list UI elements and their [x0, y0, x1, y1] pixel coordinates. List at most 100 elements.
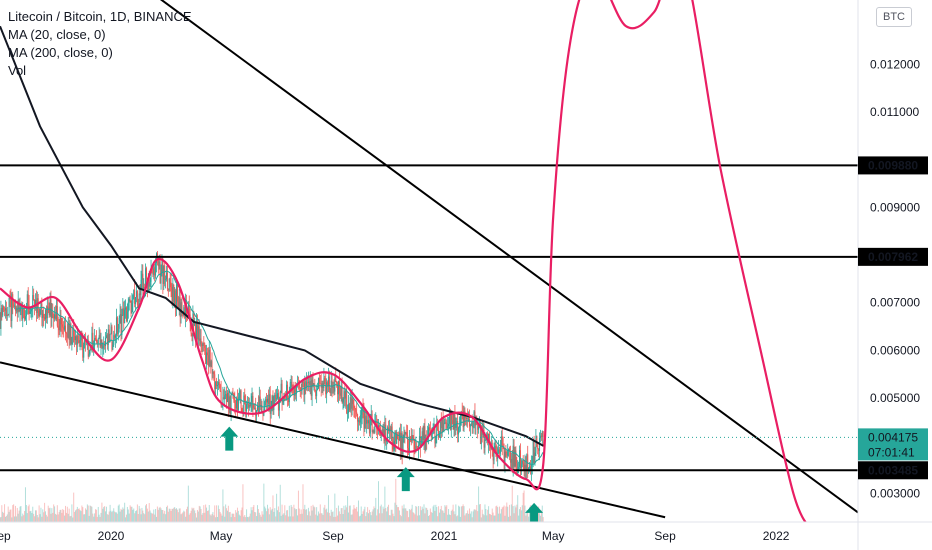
- volume-bar: [12, 505, 14, 522]
- volume-bar: [276, 493, 278, 522]
- volume-bar: [119, 511, 121, 522]
- volume-bar: [199, 506, 201, 522]
- volume-bar: [41, 516, 43, 522]
- ma20-legend[interactable]: MA (20, close, 0): [8, 27, 106, 42]
- candle-body: [147, 279, 149, 292]
- candle-body: [14, 305, 16, 311]
- candle-body: [131, 303, 133, 314]
- volume-bar: [286, 510, 288, 522]
- candle-body: [475, 420, 477, 426]
- candle-body: [256, 405, 258, 411]
- candle-body: [232, 392, 234, 394]
- candle-body: [279, 392, 281, 398]
- candle-body: [529, 466, 531, 468]
- candle-body: [408, 436, 410, 452]
- volume-bar: [538, 506, 540, 522]
- volume-bar: [156, 506, 158, 522]
- volume-bar: [524, 505, 526, 522]
- volume-bar: [166, 505, 168, 522]
- candle-body: [200, 338, 202, 345]
- candle-body: [367, 419, 369, 424]
- candle-body: [216, 381, 218, 387]
- candle-body: [258, 396, 260, 414]
- candle-body: [524, 464, 526, 471]
- candle-body: [339, 393, 341, 396]
- volume-bar: [122, 507, 124, 522]
- volume-bar: [37, 517, 39, 522]
- candle-body: [95, 339, 97, 342]
- volume-bar: [416, 506, 418, 522]
- candle-body: [364, 415, 366, 429]
- candle-body: [88, 353, 90, 357]
- volume-bar: [105, 511, 107, 522]
- volume-bar: [489, 513, 491, 522]
- volume-bar: [65, 505, 67, 522]
- candle-body: [17, 299, 19, 313]
- volume-bar: [143, 513, 145, 522]
- candle-body: [267, 398, 269, 405]
- candle-body: [255, 407, 257, 416]
- volume-bar: [315, 514, 317, 522]
- candle-body: [533, 441, 535, 463]
- candle-body: [97, 338, 99, 344]
- candle-body: [368, 420, 370, 434]
- volume-bar: [339, 513, 341, 522]
- ma200-legend[interactable]: MA (200, close, 0): [8, 45, 113, 60]
- volume-bar: [461, 506, 463, 522]
- candle-body: [415, 445, 417, 453]
- level-label-bg: [858, 156, 928, 175]
- candle-body: [272, 396, 274, 411]
- candle-body: [56, 305, 58, 326]
- volume-bar: [377, 509, 379, 522]
- candle-body: [19, 307, 21, 312]
- volume-bar: [13, 504, 15, 522]
- volume-bar: [347, 495, 349, 522]
- volume-bar: [102, 508, 104, 522]
- volume-bar: [47, 505, 49, 522]
- volume-bar: [10, 509, 12, 522]
- volume-bar: [256, 516, 258, 522]
- x-tick-label: May: [210, 529, 233, 543]
- candle-body: [310, 381, 312, 396]
- volume-bar: [527, 510, 529, 522]
- volume-bar: [45, 514, 47, 522]
- candle-body: [35, 299, 37, 313]
- candle-body: [230, 394, 232, 415]
- candle-body: [369, 418, 371, 434]
- volume-bar: [229, 511, 231, 522]
- volume-bar: [283, 513, 285, 522]
- volume-bar: [140, 514, 142, 522]
- candle-body: [498, 449, 500, 453]
- volume-bar: [274, 508, 276, 522]
- volume-bar: [433, 504, 435, 522]
- level-label: 0.009880: [868, 158, 918, 172]
- volume-bar: [246, 516, 248, 522]
- volume-bar: [7, 506, 9, 522]
- volume-bar: [179, 508, 181, 522]
- candle-body: [61, 324, 63, 327]
- volume-bar: [509, 504, 511, 522]
- volume-bar: [216, 505, 218, 522]
- candle-body: [11, 294, 13, 321]
- candle-body: [171, 287, 173, 302]
- candle-body: [168, 278, 170, 291]
- volume-bar: [261, 511, 263, 522]
- volume-bar: [26, 513, 28, 522]
- volume-bar: [135, 510, 137, 522]
- volume-bar: [1, 505, 3, 522]
- candle-body: [126, 311, 128, 321]
- volume-bar: [105, 506, 107, 522]
- volume-bar: [343, 505, 345, 522]
- candle-body: [41, 303, 43, 319]
- candle-body: [311, 379, 313, 396]
- volume-bar: [449, 515, 451, 522]
- currency-badge[interactable]: BTC: [876, 7, 912, 27]
- volume-legend[interactable]: Vol: [8, 63, 27, 78]
- volume-bar: [318, 513, 320, 522]
- volume-bar: [90, 506, 92, 522]
- volume-bar: [361, 513, 363, 522]
- candle-body: [300, 387, 302, 391]
- symbol-title[interactable]: Litecoin / Bitcoin, 1D, BINANCE: [8, 9, 192, 24]
- candle-body: [306, 382, 308, 387]
